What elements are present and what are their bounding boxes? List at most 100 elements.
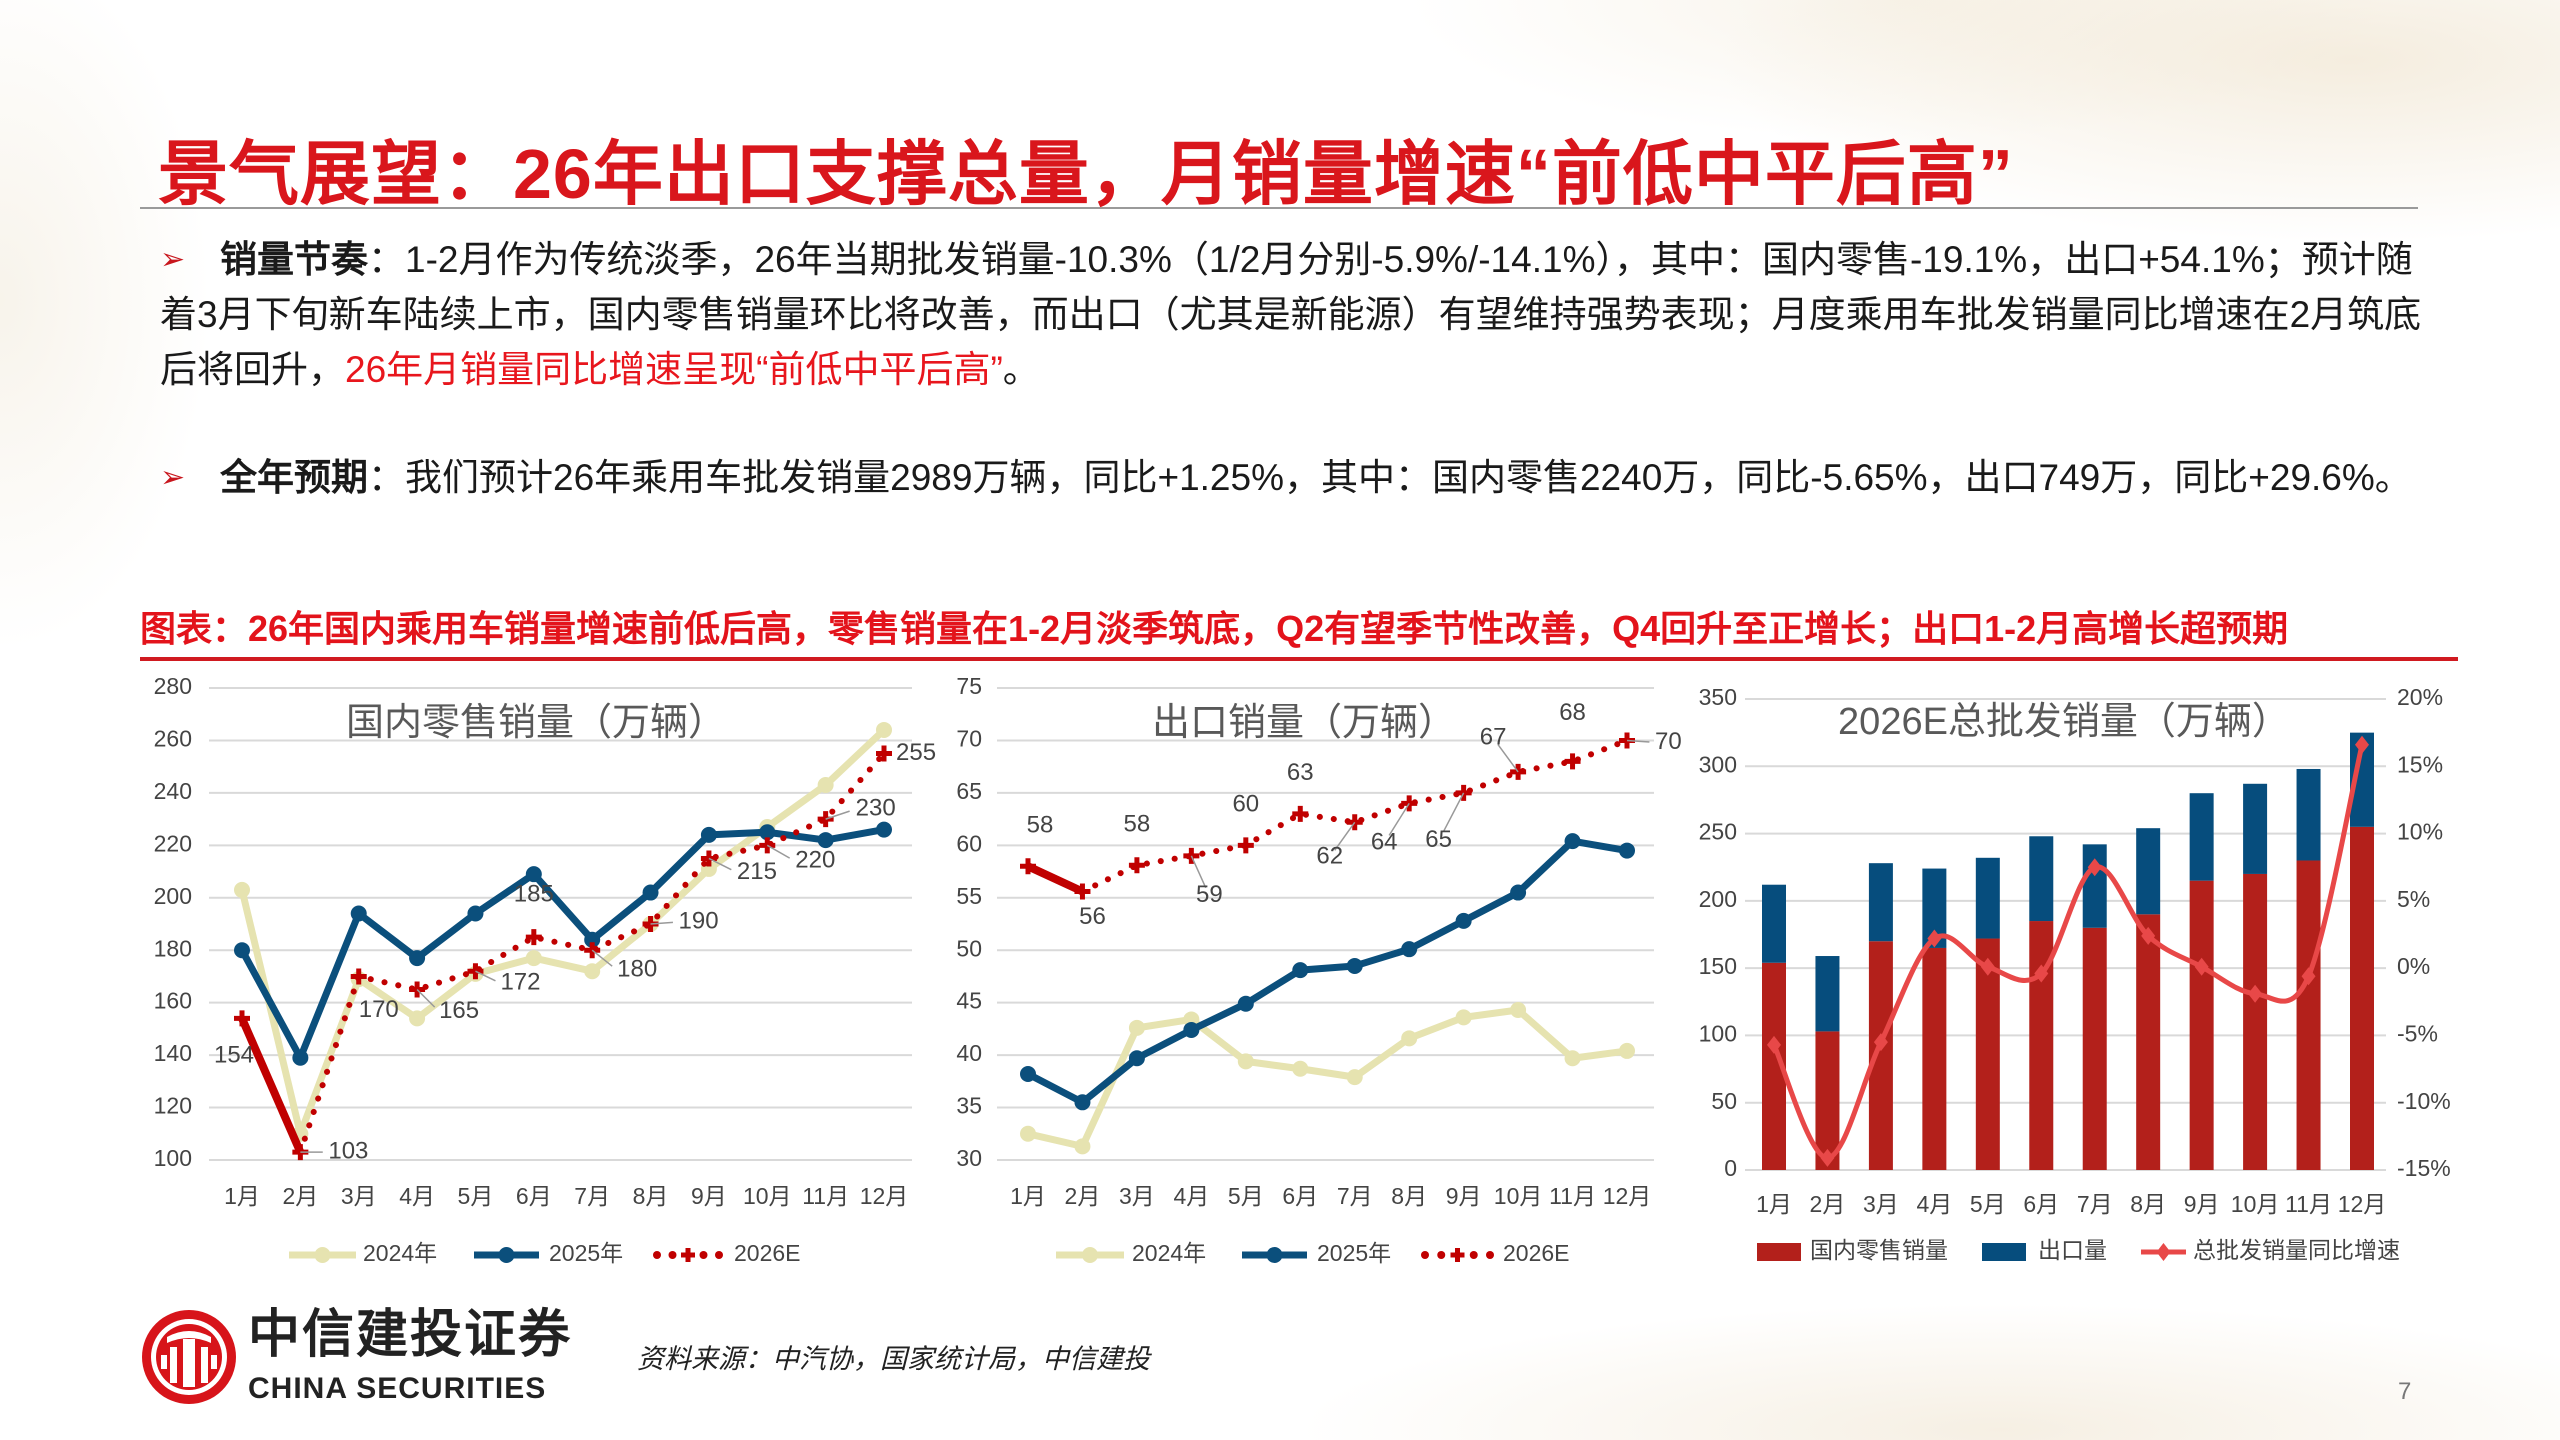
data-point-2026e — [1455, 784, 1472, 801]
data-point-2025年 — [1183, 1021, 1200, 1038]
legend-marker-growth — [2156, 1243, 2171, 1261]
bar-domestic-retail — [1815, 1031, 1840, 1170]
growth-rate-point — [2034, 964, 2049, 983]
data-label-leader — [1334, 821, 1356, 851]
bar-export — [1815, 956, 1840, 1032]
data-label-leader — [1626, 739, 1650, 743]
growth-rate-point — [1927, 929, 1942, 948]
data-point-2025年 — [409, 950, 426, 967]
data-label: 62 — [1316, 843, 1343, 870]
data-point-2026e — [1346, 814, 1363, 831]
data-point-2024年 — [1346, 1069, 1363, 1086]
x-tick-label: 12月 — [1603, 1183, 1652, 1209]
x-tick-label: 7月 — [2077, 1191, 2113, 1217]
legend-marker-2026e — [1450, 1248, 1465, 1262]
growth-rate-point — [2087, 858, 2102, 877]
y-tick-label: 200 — [154, 883, 192, 909]
y2-tick-label: -5% — [2397, 1021, 2438, 1047]
y-tick-label: 200 — [1699, 886, 1737, 912]
figure-caption: 图表：26年国内乘用车销量增速前低后高，零售销量在1-2月淡季筑底，Q2有望季节… — [140, 608, 2289, 649]
data-point-2024年 — [1292, 1060, 1309, 1077]
domestic-retail-chart: 100 120 140 160 180 200 220 240 260 280 国内零售销量（万辆）… — [154, 673, 936, 1266]
legend-label: 2024年 — [1132, 1240, 1206, 1266]
x-tick-label: 1月 — [1756, 1191, 1792, 1217]
x-tick-label: 6月 — [2023, 1191, 2059, 1217]
series-line-2025年 — [238, 826, 885, 1062]
china-securities-logo — [142, 1310, 236, 1404]
page-title: 景气展望：26年出口支撑总量，月销量增速“前低中平后高” — [158, 135, 2014, 213]
legend-marker-2026e — [1486, 1251, 1494, 1259]
x-tick-label: 10月 — [2231, 1191, 2280, 1217]
bullet-sales-rhythm: ➢ 销量节奏：1-2月作为传统淡季，26年当期批发销量-10.3%（1/2月分别-… — [160, 232, 2440, 397]
bar-domestic-retail — [2136, 914, 2161, 1170]
x-tick-label: 6月 — [516, 1183, 552, 1209]
data-point-2025年 — [467, 905, 484, 922]
data-source-note: 资料来源：中汽协，国家统计局，中信建投 — [637, 1344, 1150, 1374]
x-tick-label: 5月 — [1970, 1191, 2006, 1217]
legend-marker-2024年 — [314, 1247, 331, 1263]
data-label: 65 — [1425, 826, 1452, 853]
x-tick-label: 8月 — [1391, 1183, 1427, 1209]
y-tick-label: 120 — [154, 1093, 192, 1119]
data-point-2024年 — [1455, 1009, 1472, 1026]
data-label-leader — [650, 921, 673, 925]
x-tick-label: 1月 — [1010, 1183, 1046, 1209]
bullet-text: 1-2月作为传统淡季，26年当期批发销量-10.3%（1/2月分别-5.9%/-… — [160, 239, 2422, 390]
legend-label: 2025年 — [549, 1240, 623, 1266]
y-tick-label: 75 — [956, 673, 982, 699]
series-line-2025年 — [1026, 837, 1628, 1106]
data-point-2026e — [350, 968, 367, 985]
data-point-2024年 — [1074, 1138, 1091, 1155]
y-tick-label: 50 — [956, 935, 982, 961]
x-tick-label: 12月 — [2338, 1191, 2387, 1217]
chart-title: 国内零售销量（万辆） — [346, 702, 726, 744]
data-label: 60 — [1232, 791, 1259, 818]
data-label: 63 — [1287, 759, 1314, 786]
data-label: 215 — [737, 858, 777, 885]
y-tick-label: 150 — [1699, 953, 1737, 979]
data-point-2026e — [1292, 805, 1309, 822]
data-label-leader — [708, 857, 732, 871]
data-point-2025年 — [234, 942, 250, 959]
data-point-2025年 — [817, 832, 834, 849]
data-point-2026e — [1074, 883, 1091, 900]
x-tick-label: 10月 — [743, 1183, 792, 1209]
series-2026e-actual-line — [1026, 862, 1085, 896]
y-tick-label: 50 — [1711, 1088, 1737, 1114]
y-tick-label: 0 — [1724, 1155, 1737, 1181]
legend-marker-2026e — [1437, 1251, 1446, 1259]
bar-export — [1975, 857, 2000, 939]
x-tick-label: 11月 — [2285, 1191, 2332, 1217]
data-label-leader — [766, 844, 791, 859]
legend-label: 总批发销量同比增速 — [2193, 1237, 2400, 1263]
data-point-2024年 — [234, 881, 250, 898]
data-point-2025年 — [1401, 941, 1418, 958]
bar-domestic-retail — [2189, 880, 2214, 1170]
data-point-2025年 — [292, 1049, 309, 1066]
data-point-2024年 — [817, 777, 834, 794]
y-tick-label: 250 — [1699, 819, 1737, 845]
bullet-label: 销量节奏 — [220, 239, 368, 280]
series-line-2024年 — [238, 727, 887, 1138]
x-tick-label: 11月 — [802, 1183, 849, 1209]
data-point-2025年 — [1292, 962, 1309, 979]
brand-name-en: CHINA SECURITIES — [248, 1372, 547, 1405]
y-tick-label: 220 — [154, 830, 192, 856]
data-point-2026e — [1128, 857, 1145, 874]
data-point-2025年 — [525, 866, 542, 883]
data-point-2026e — [1020, 858, 1036, 875]
x-tick-label: 6月 — [1282, 1183, 1318, 1209]
x-tick-label: 3月 — [341, 1183, 377, 1209]
growth-rate-point — [2248, 984, 2263, 1003]
data-point-2024年 — [1564, 1050, 1581, 1067]
data-point-2024年 — [1619, 1042, 1635, 1059]
x-tick-label: 2月 — [1810, 1191, 1846, 1217]
x-tick-label: 7月 — [1337, 1183, 1373, 1209]
x-tick-label: 9月 — [691, 1183, 727, 1209]
data-point-2024年 — [1237, 1053, 1254, 1070]
data-point-2026e — [700, 850, 717, 867]
data-label: 255 — [896, 739, 936, 766]
growth-rate-point — [1820, 1148, 1835, 1167]
data-point-2024年 — [1128, 1019, 1145, 1036]
